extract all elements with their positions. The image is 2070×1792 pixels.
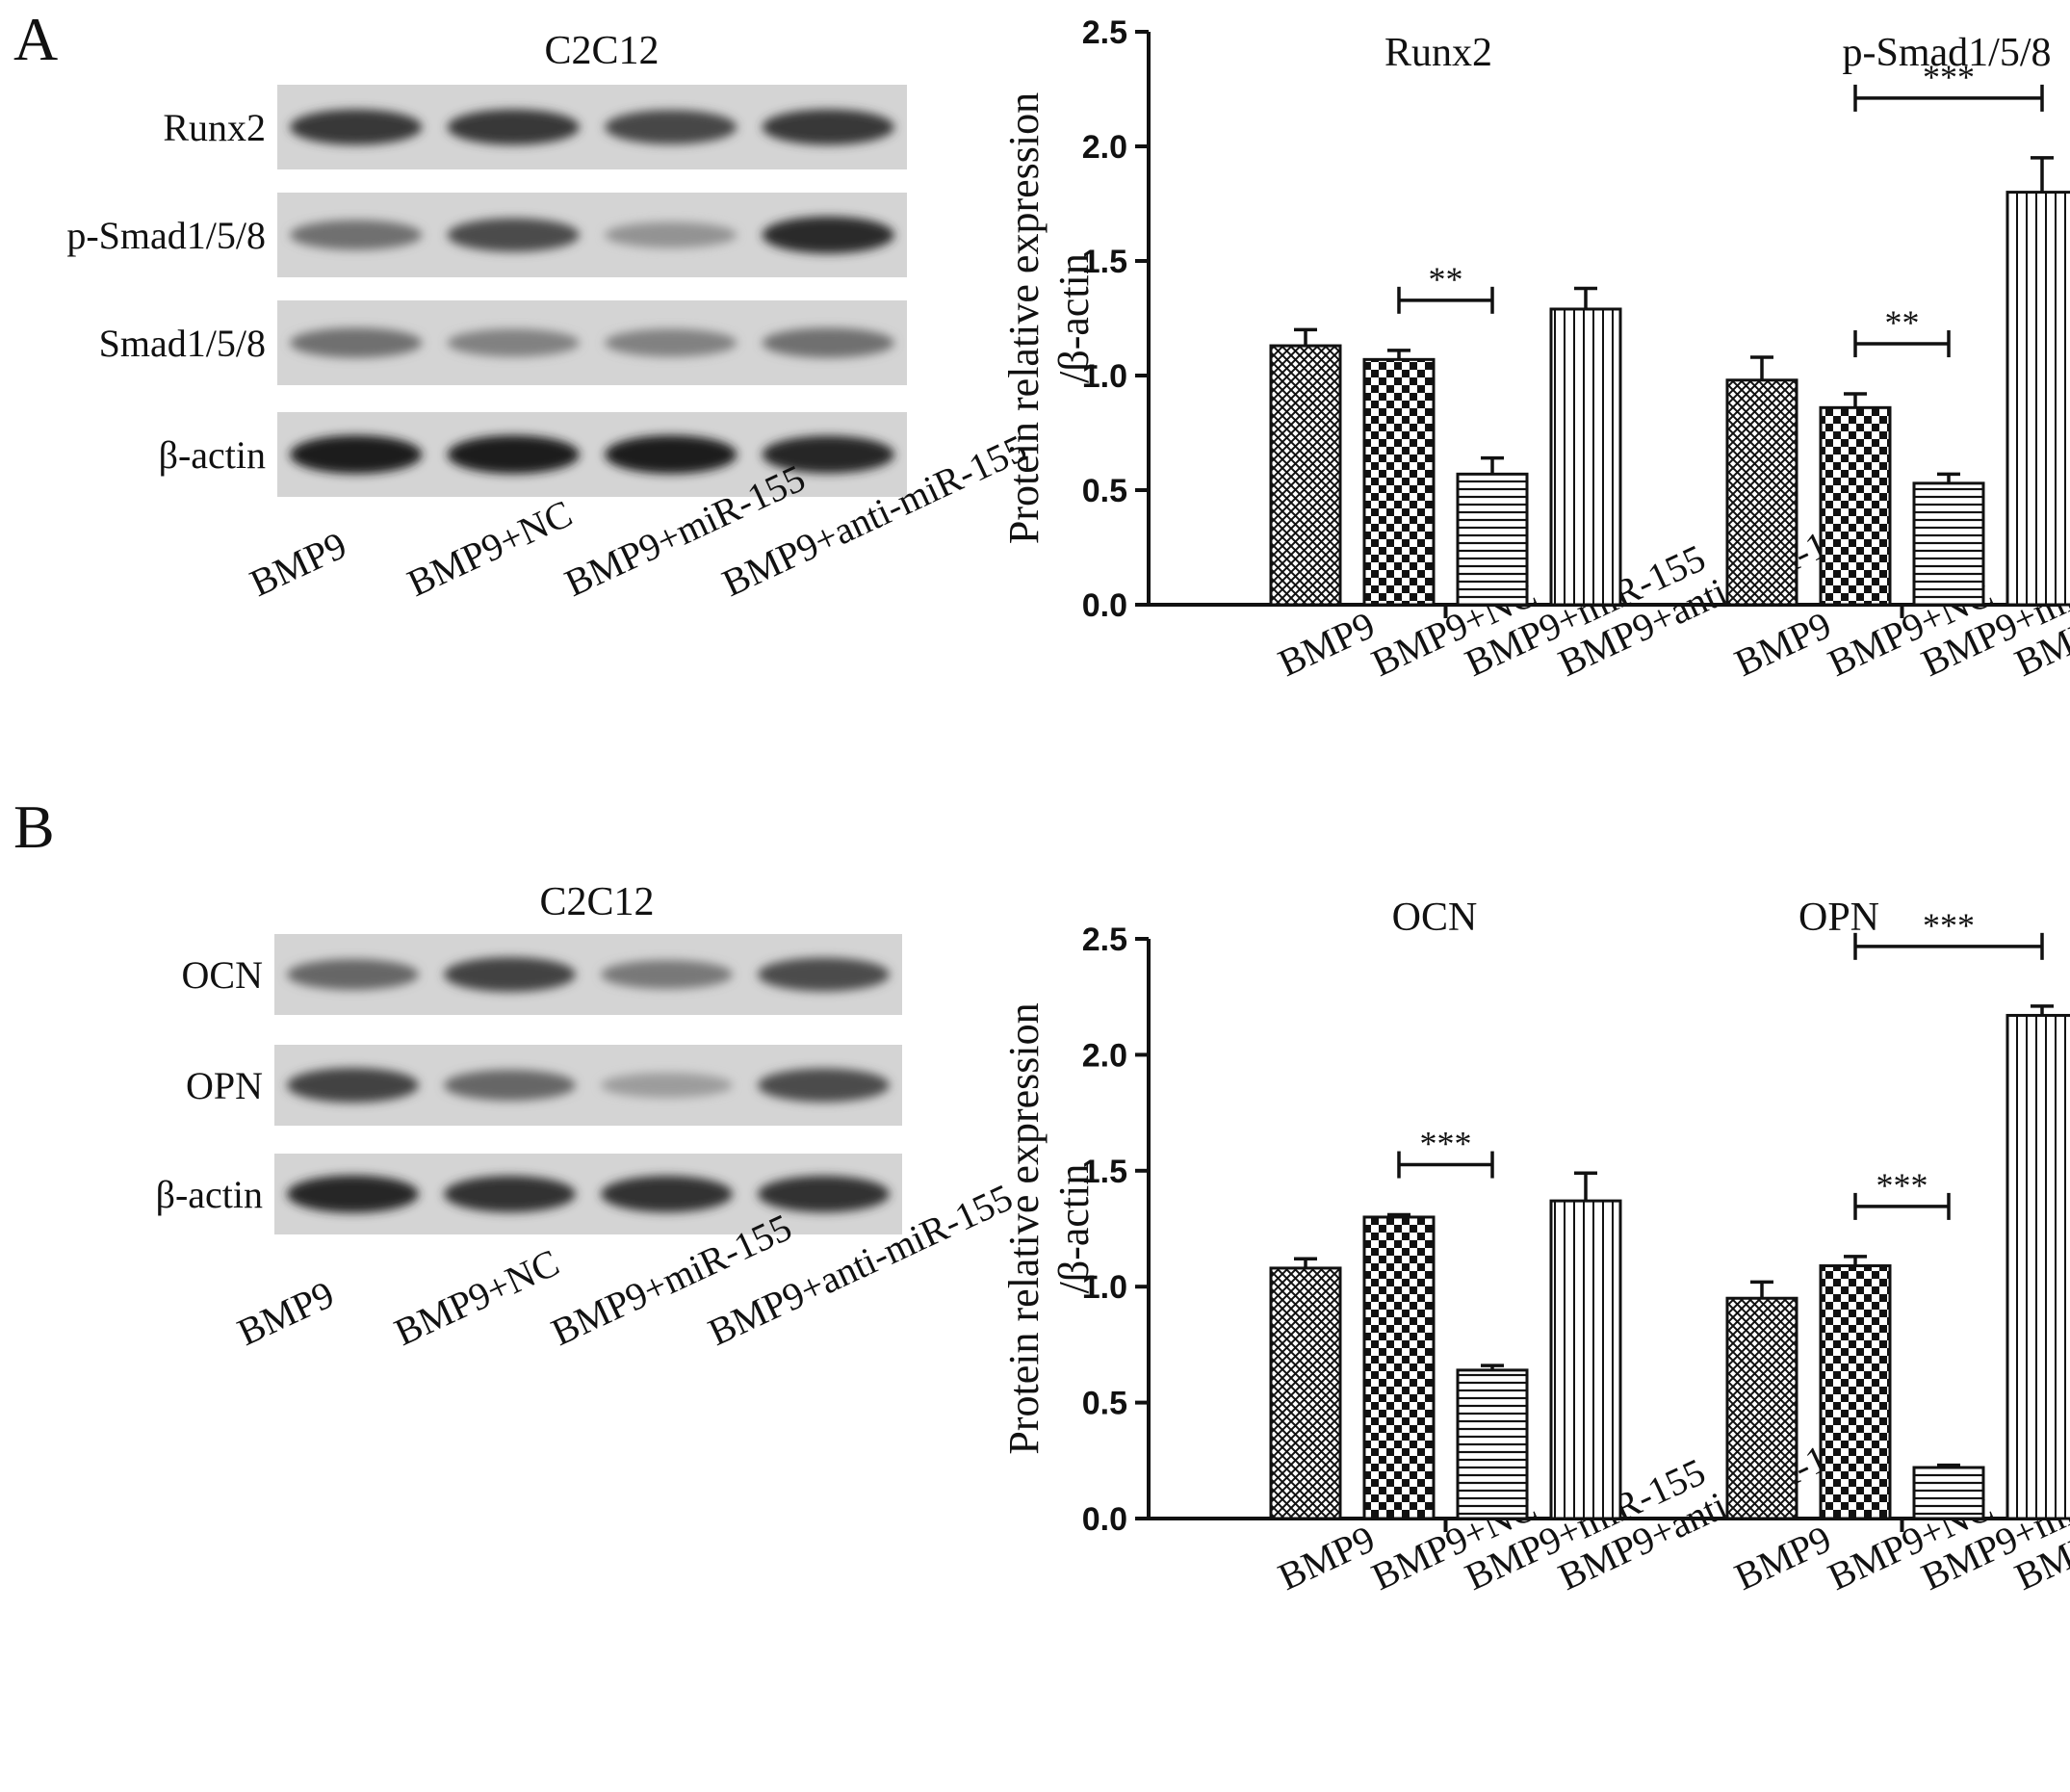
significance-label: ** xyxy=(1885,303,1920,342)
bar xyxy=(1269,1266,1342,1520)
bar-chart-a: 0.0 0.5 1.0 1.5 2.0 2.5 Protein relative expre… xyxy=(1000,14,2070,685)
y-axis-label-line: /β-actin xyxy=(1050,1164,1098,1294)
blot-band xyxy=(758,1176,890,1212)
x-tick-label: BMP9 xyxy=(1272,1517,1382,1598)
y-tick-label: 1.0 xyxy=(1082,358,1127,395)
blot-band xyxy=(605,110,737,144)
blot-band xyxy=(601,960,733,989)
y-axis-label-line: Protein relative expression xyxy=(1000,1002,1048,1454)
y-axis-label: Protein relative expression/β-actin xyxy=(1000,1002,1098,1454)
y-tick-label: 2.5 xyxy=(1082,922,1127,958)
bar xyxy=(1549,307,1622,607)
y-axis-label-line: /β-actin xyxy=(1050,253,1098,383)
blot-title: C2C12 xyxy=(539,880,654,924)
x-tick-label: BMP9 xyxy=(1728,1517,1838,1598)
bar xyxy=(1819,405,1892,607)
y-tick-label: 0.0 xyxy=(1082,1501,1127,1538)
blot-band xyxy=(447,109,580,145)
significance-label: *** xyxy=(1876,1166,1928,1205)
blot-band xyxy=(287,959,419,990)
blot-band xyxy=(444,1176,576,1212)
blot-band xyxy=(762,216,894,254)
bar xyxy=(1269,344,1342,607)
blot-band xyxy=(287,1068,419,1103)
blot-row-label: β-actin xyxy=(159,433,266,477)
blot-band xyxy=(762,435,894,474)
y-axis-label: Protein relative expression/β-actin xyxy=(1000,92,1098,544)
y-axis-label-line: Protein relative expression xyxy=(1000,92,1048,544)
blot-band xyxy=(605,221,737,248)
blot-band xyxy=(447,435,580,474)
blot-band xyxy=(447,218,580,252)
y-tick-label: 2.5 xyxy=(1082,14,1127,51)
bar xyxy=(1912,1466,1985,1520)
bar xyxy=(1549,1199,1622,1520)
panel-letter: B xyxy=(13,792,55,861)
blot-band xyxy=(601,1176,733,1212)
lane-label: BMP9 xyxy=(244,523,353,605)
bar xyxy=(1456,1368,1529,1520)
blot-band xyxy=(758,1068,890,1103)
blot-band xyxy=(605,435,737,474)
group-title: Runx2 xyxy=(1384,31,1492,75)
blot-band xyxy=(444,957,576,992)
bar xyxy=(1362,1215,1436,1520)
blot-band xyxy=(290,327,423,358)
bar xyxy=(2005,191,2070,607)
bar xyxy=(1819,1264,1892,1520)
blot-row-label: β-actin xyxy=(156,1173,263,1216)
panel-letter: A xyxy=(13,5,58,73)
bar xyxy=(1725,378,1798,607)
group-title: OPN xyxy=(1798,896,1879,940)
y-tick-label: 0.0 xyxy=(1082,587,1127,624)
lane-label: BMP9 xyxy=(231,1272,341,1354)
lane-label: BMP9+NC xyxy=(388,1240,566,1354)
group-title: OCN xyxy=(1392,896,1478,940)
blot-band xyxy=(290,220,423,250)
blot-title: C2C12 xyxy=(544,29,659,73)
bar xyxy=(1725,1296,1798,1520)
blot-band xyxy=(605,328,737,357)
lane-label: BMP9+NC xyxy=(401,491,579,605)
blot-band xyxy=(762,109,894,145)
y-tick-label: 0.5 xyxy=(1082,1386,1127,1422)
significance-label: *** xyxy=(1420,1125,1472,1163)
blot-row-label: Runx2 xyxy=(163,106,266,149)
y-tick-label: 1.5 xyxy=(1082,1154,1127,1190)
y-tick-label: 0.5 xyxy=(1082,473,1127,509)
y-tick-label: 1.0 xyxy=(1082,1269,1127,1306)
blot-band xyxy=(447,328,580,357)
significance-label: *** xyxy=(1923,906,1975,945)
significance-label: ** xyxy=(1429,260,1463,299)
blot-row-label: OPN xyxy=(186,1064,263,1107)
group-title: p-Smad1/5/8 xyxy=(1843,31,2052,75)
x-tick-label: BMP9 xyxy=(1272,603,1382,685)
blot-row-label: OCN xyxy=(182,953,263,997)
blot-band xyxy=(758,957,890,992)
blot-band xyxy=(290,435,423,474)
blot-row-label: p-Smad1/5/8 xyxy=(66,214,266,257)
y-tick-label: 2.0 xyxy=(1082,129,1127,166)
blot-band xyxy=(290,109,423,145)
bar-chart-b: 0.0 0.5 1.0 1.5 2.0 2.5 Protein relative expre… xyxy=(1000,896,2070,1598)
y-tick-label: 2.0 xyxy=(1082,1037,1127,1074)
blot-row-label: Smad1/5/8 xyxy=(99,322,266,365)
blot-band xyxy=(601,1073,733,1098)
bar xyxy=(2005,1013,2070,1520)
blot-band xyxy=(762,327,894,358)
x-tick-label: BMP9 xyxy=(1728,603,1838,685)
blot-band xyxy=(444,1070,576,1101)
bar xyxy=(1362,357,1436,607)
blot-band xyxy=(287,1175,419,1213)
bar xyxy=(1456,472,1529,607)
bar xyxy=(1912,481,1985,607)
significance-label: *** xyxy=(1923,58,1975,96)
y-tick-label: 1.5 xyxy=(1082,244,1127,280)
western-blot-a: C2C12 Runx2 p-Smad1/5/8 Smad1/5/8 β-actin BM… xyxy=(66,29,1032,605)
